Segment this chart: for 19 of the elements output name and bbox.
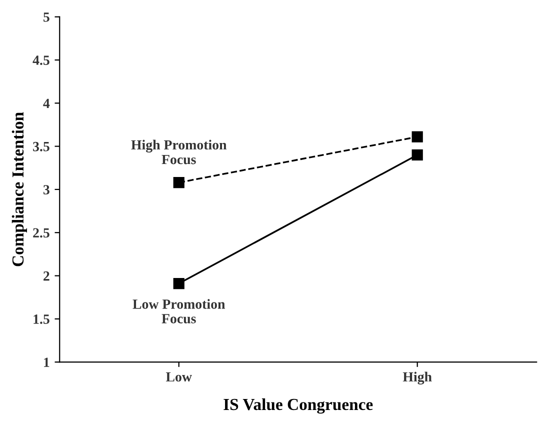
x-axis-title: IS Value Congruence — [224, 398, 373, 414]
x-tick-label: Low — [166, 372, 192, 382]
point — [412, 149, 423, 160]
y-axis-title: Compliance Intention — [12, 112, 27, 266]
series-label: High Promotion Focus — [131, 140, 227, 164]
y-tick-label: 5 — [44, 12, 50, 22]
point — [412, 131, 423, 142]
y-tick-label: 3 — [43, 185, 50, 194]
series-label: Low Promotion Focus — [132, 299, 226, 324]
point — [173, 278, 184, 290]
y-tick-label: 1 — [44, 358, 50, 367]
y-tick-label: 4 — [43, 98, 50, 108]
y-tick-label: 1.5 — [34, 314, 50, 324]
y-tick-label: 2 — [44, 271, 50, 281]
y-tick-label: 2.5 — [33, 228, 50, 238]
y-tick-label: 4.5 — [32, 56, 50, 66]
y-tick-label: 3.5 — [33, 142, 50, 152]
x-tick-label: High — [402, 372, 432, 384]
point — [173, 176, 184, 188]
